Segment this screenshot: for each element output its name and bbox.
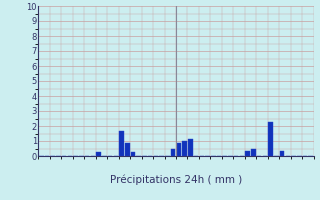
Bar xyxy=(131,152,135,156)
Bar xyxy=(182,141,187,156)
Bar xyxy=(96,152,101,156)
Bar xyxy=(171,148,175,156)
Bar xyxy=(177,142,181,156)
Bar xyxy=(268,121,273,156)
Bar xyxy=(251,149,256,156)
X-axis label: Précipitations 24h ( mm ): Précipitations 24h ( mm ) xyxy=(110,175,242,185)
Bar xyxy=(280,151,284,156)
Bar xyxy=(125,142,130,156)
Bar xyxy=(245,151,250,156)
Bar xyxy=(188,139,193,156)
Bar xyxy=(119,130,124,156)
